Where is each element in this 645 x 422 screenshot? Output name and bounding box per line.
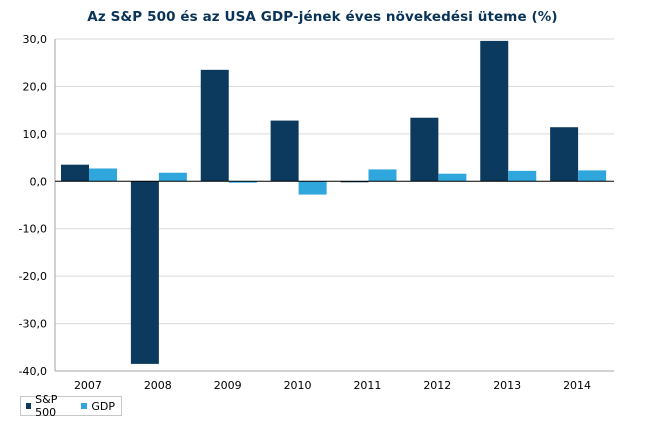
legend-label-gdp: GDP: [91, 399, 115, 413]
y-tick-label: 20,0: [23, 80, 48, 93]
y-tick-label: 0,0: [30, 175, 48, 188]
x-tick-label: 2014: [563, 379, 591, 392]
legend-swatch-gdp: [81, 403, 88, 409]
bar-sp500: [550, 127, 579, 182]
bar-gdp: [368, 169, 397, 182]
y-tick-label: 30,0: [23, 33, 48, 46]
bar-sp500: [270, 120, 299, 182]
legend-item-gdp: GDP: [81, 400, 115, 413]
bar-gdp: [438, 173, 467, 182]
x-tick-label: 2008: [144, 379, 172, 392]
bar-sp500: [200, 69, 229, 182]
x-tick-label: 2013: [493, 379, 521, 392]
chart-title: Az S&P 500 és az USA GDP-jének éves növe…: [87, 9, 558, 25]
bar-gdp: [508, 170, 537, 182]
y-tick-label: -10,0: [19, 223, 47, 236]
legend-label-sp500: S&P 500: [35, 393, 58, 419]
bar-gdp: [298, 181, 327, 195]
bar-sp500: [410, 117, 439, 182]
bar-gdp: [158, 172, 187, 182]
y-tick-label: 10,0: [23, 128, 48, 141]
bar-sp500: [130, 181, 159, 364]
y-tick-label: -20,0: [19, 270, 47, 283]
legend: S&P 500 GDP: [20, 393, 122, 419]
x-tick-label: 2009: [214, 379, 242, 392]
x-tick-label: 2011: [353, 379, 381, 392]
x-tick-label: 2012: [423, 379, 451, 392]
y-tick-label: -40,0: [19, 365, 47, 378]
bar-gdp: [89, 168, 117, 182]
bar-gdp: [228, 181, 257, 183]
x-tick-label: 2007: [74, 379, 102, 392]
bar-sp500: [480, 40, 509, 182]
bar-gdp: [578, 170, 607, 182]
y-tick-label: -30,0: [19, 318, 47, 331]
legend-swatch-sp500: [26, 403, 32, 409]
bar-sp500: [61, 164, 89, 182]
x-tick-label: 2010: [284, 379, 312, 392]
legend-item-sp500: S&P 500: [26, 393, 75, 419]
